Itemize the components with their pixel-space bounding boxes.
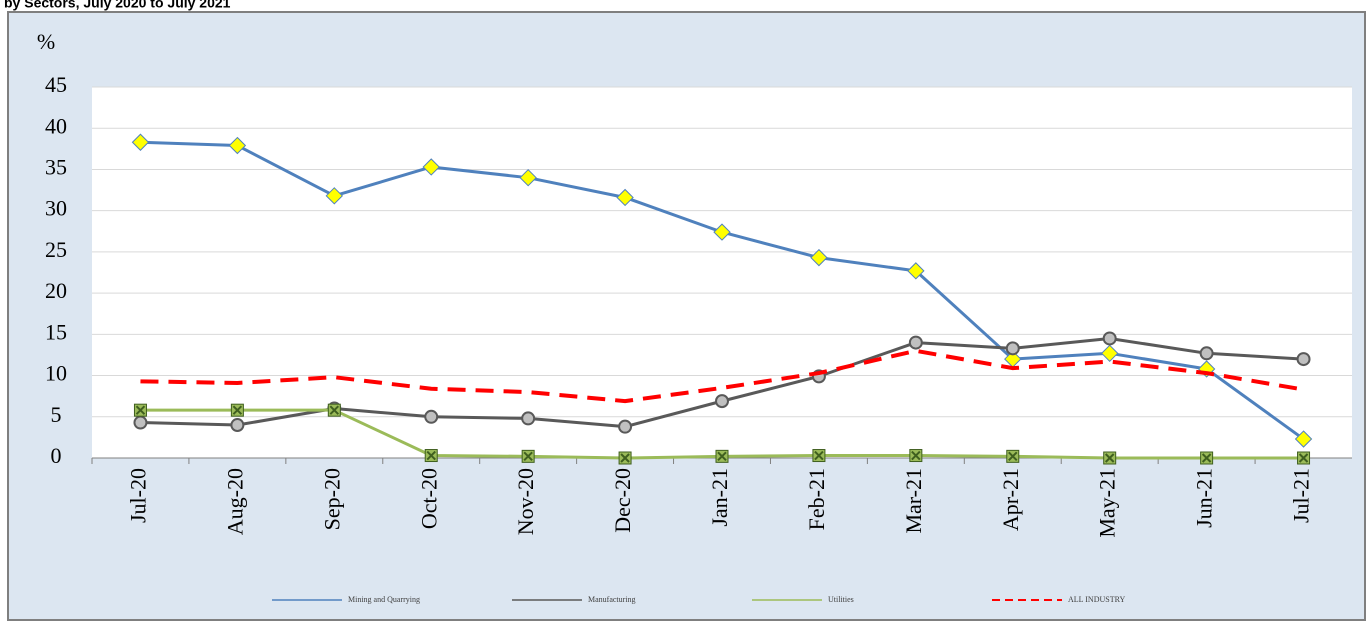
marker-cross	[620, 453, 630, 463]
marker	[230, 403, 244, 417]
marker	[812, 449, 826, 463]
marker	[715, 394, 729, 409]
marker-cross	[1104, 453, 1115, 463]
marker	[519, 168, 537, 187]
x-tick-label: Feb-21	[804, 468, 829, 530]
marker	[1103, 451, 1117, 465]
marker	[810, 248, 828, 267]
x-tick-label: Apr-21	[998, 468, 1023, 531]
y-tick-label: 25	[45, 237, 67, 262]
x-tick-label: Nov-20	[513, 468, 538, 535]
marker	[909, 449, 923, 463]
marker	[133, 403, 147, 417]
marker	[616, 188, 634, 207]
marker-cross	[426, 450, 436, 461]
marker	[618, 419, 633, 434]
marker	[1296, 352, 1311, 367]
marker	[1006, 449, 1020, 463]
legend-label: ALL INDUSTRY	[1068, 595, 1125, 604]
y-tick-label: 45	[45, 72, 67, 97]
marker	[422, 158, 440, 176]
marker	[228, 136, 247, 155]
legend-label: Mining and Quarrying	[348, 595, 420, 604]
y-tick-label: 0	[51, 443, 62, 468]
marker	[907, 262, 925, 280]
marker	[521, 449, 535, 463]
x-tick-label: Aug-20	[222, 468, 247, 535]
marker	[424, 449, 438, 463]
x-tick-label: Mar-21	[901, 468, 926, 534]
y-tick-label: 5	[51, 402, 62, 427]
marker	[131, 133, 150, 151]
y-tick-label: 20	[45, 278, 67, 303]
marker	[1294, 430, 1313, 448]
marker-cross	[329, 405, 340, 415]
marker-cross	[232, 405, 243, 415]
marker-cross	[1201, 453, 1212, 463]
x-tick-label: Jul-20	[126, 468, 151, 523]
y-tick-label: 30	[45, 196, 67, 221]
x-tick-label: May-21	[1095, 468, 1120, 538]
marker-cross	[135, 405, 146, 415]
legend-label: Manufacturing	[588, 595, 636, 604]
marker	[327, 403, 341, 417]
marker-cross	[1298, 453, 1309, 463]
marker	[1297, 451, 1311, 465]
x-tick-label: Jul-21	[1289, 468, 1314, 523]
marker	[325, 187, 344, 205]
x-tick-label: Jun-21	[1192, 468, 1217, 528]
x-tick-label: Sep-20	[319, 468, 344, 530]
x-tick-label: Oct-20	[416, 468, 441, 529]
marker	[1199, 346, 1214, 361]
marker-cross	[1008, 451, 1018, 462]
marker-cross	[717, 451, 727, 462]
y-tick-label: 15	[45, 319, 67, 344]
marker	[424, 409, 439, 424]
marker	[1200, 451, 1214, 465]
marker	[713, 223, 731, 241]
y-axis-label: %	[37, 29, 55, 54]
y-tick-label: 40	[45, 113, 67, 138]
marker-cross	[911, 450, 921, 461]
marker	[1005, 341, 1020, 356]
marker	[1100, 344, 1119, 363]
marker	[230, 418, 245, 433]
marker	[618, 451, 632, 465]
marker-cross	[814, 450, 824, 461]
marker	[908, 335, 923, 350]
marker	[521, 411, 536, 426]
x-tick-label: Dec-20	[610, 468, 635, 533]
marker	[133, 415, 148, 430]
y-tick-label: 35	[45, 154, 67, 179]
marker	[1102, 331, 1117, 346]
marker	[715, 449, 729, 463]
x-tick-label: Jan-21	[707, 468, 732, 527]
chart-title: by Sectors, July 2020 to July 2021	[4, 0, 231, 11]
legend-label: Utilities	[828, 595, 854, 604]
marker-cross	[523, 451, 533, 462]
y-tick-label: 10	[45, 361, 67, 386]
